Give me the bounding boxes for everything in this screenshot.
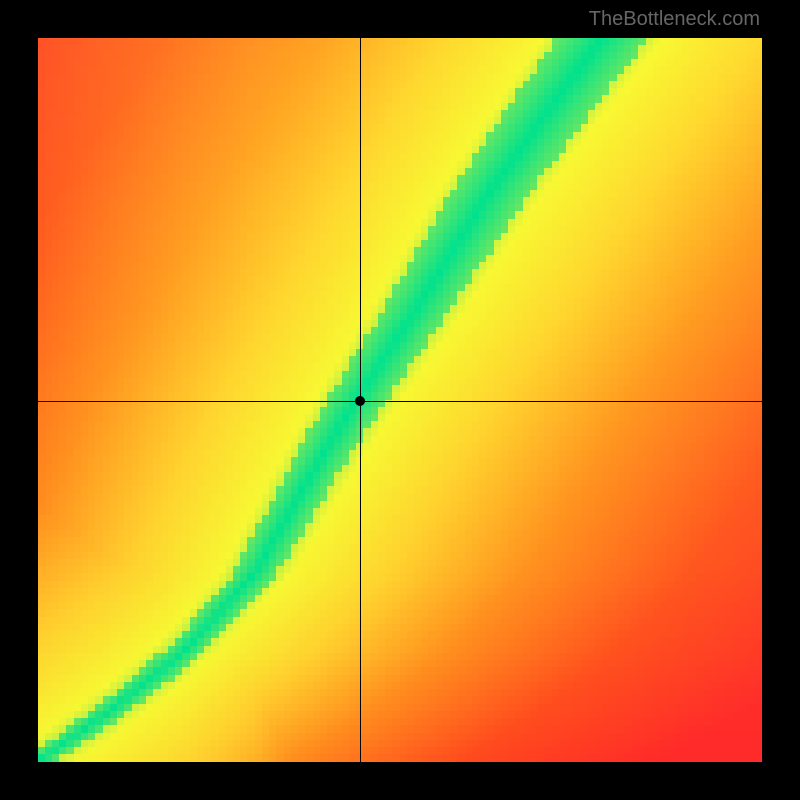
crosshair-marker bbox=[355, 396, 365, 406]
crosshair-horizontal bbox=[38, 401, 762, 402]
heatmap-plot bbox=[38, 38, 762, 762]
heatmap-canvas bbox=[38, 38, 762, 762]
watermark-text: TheBottleneck.com bbox=[589, 8, 760, 31]
